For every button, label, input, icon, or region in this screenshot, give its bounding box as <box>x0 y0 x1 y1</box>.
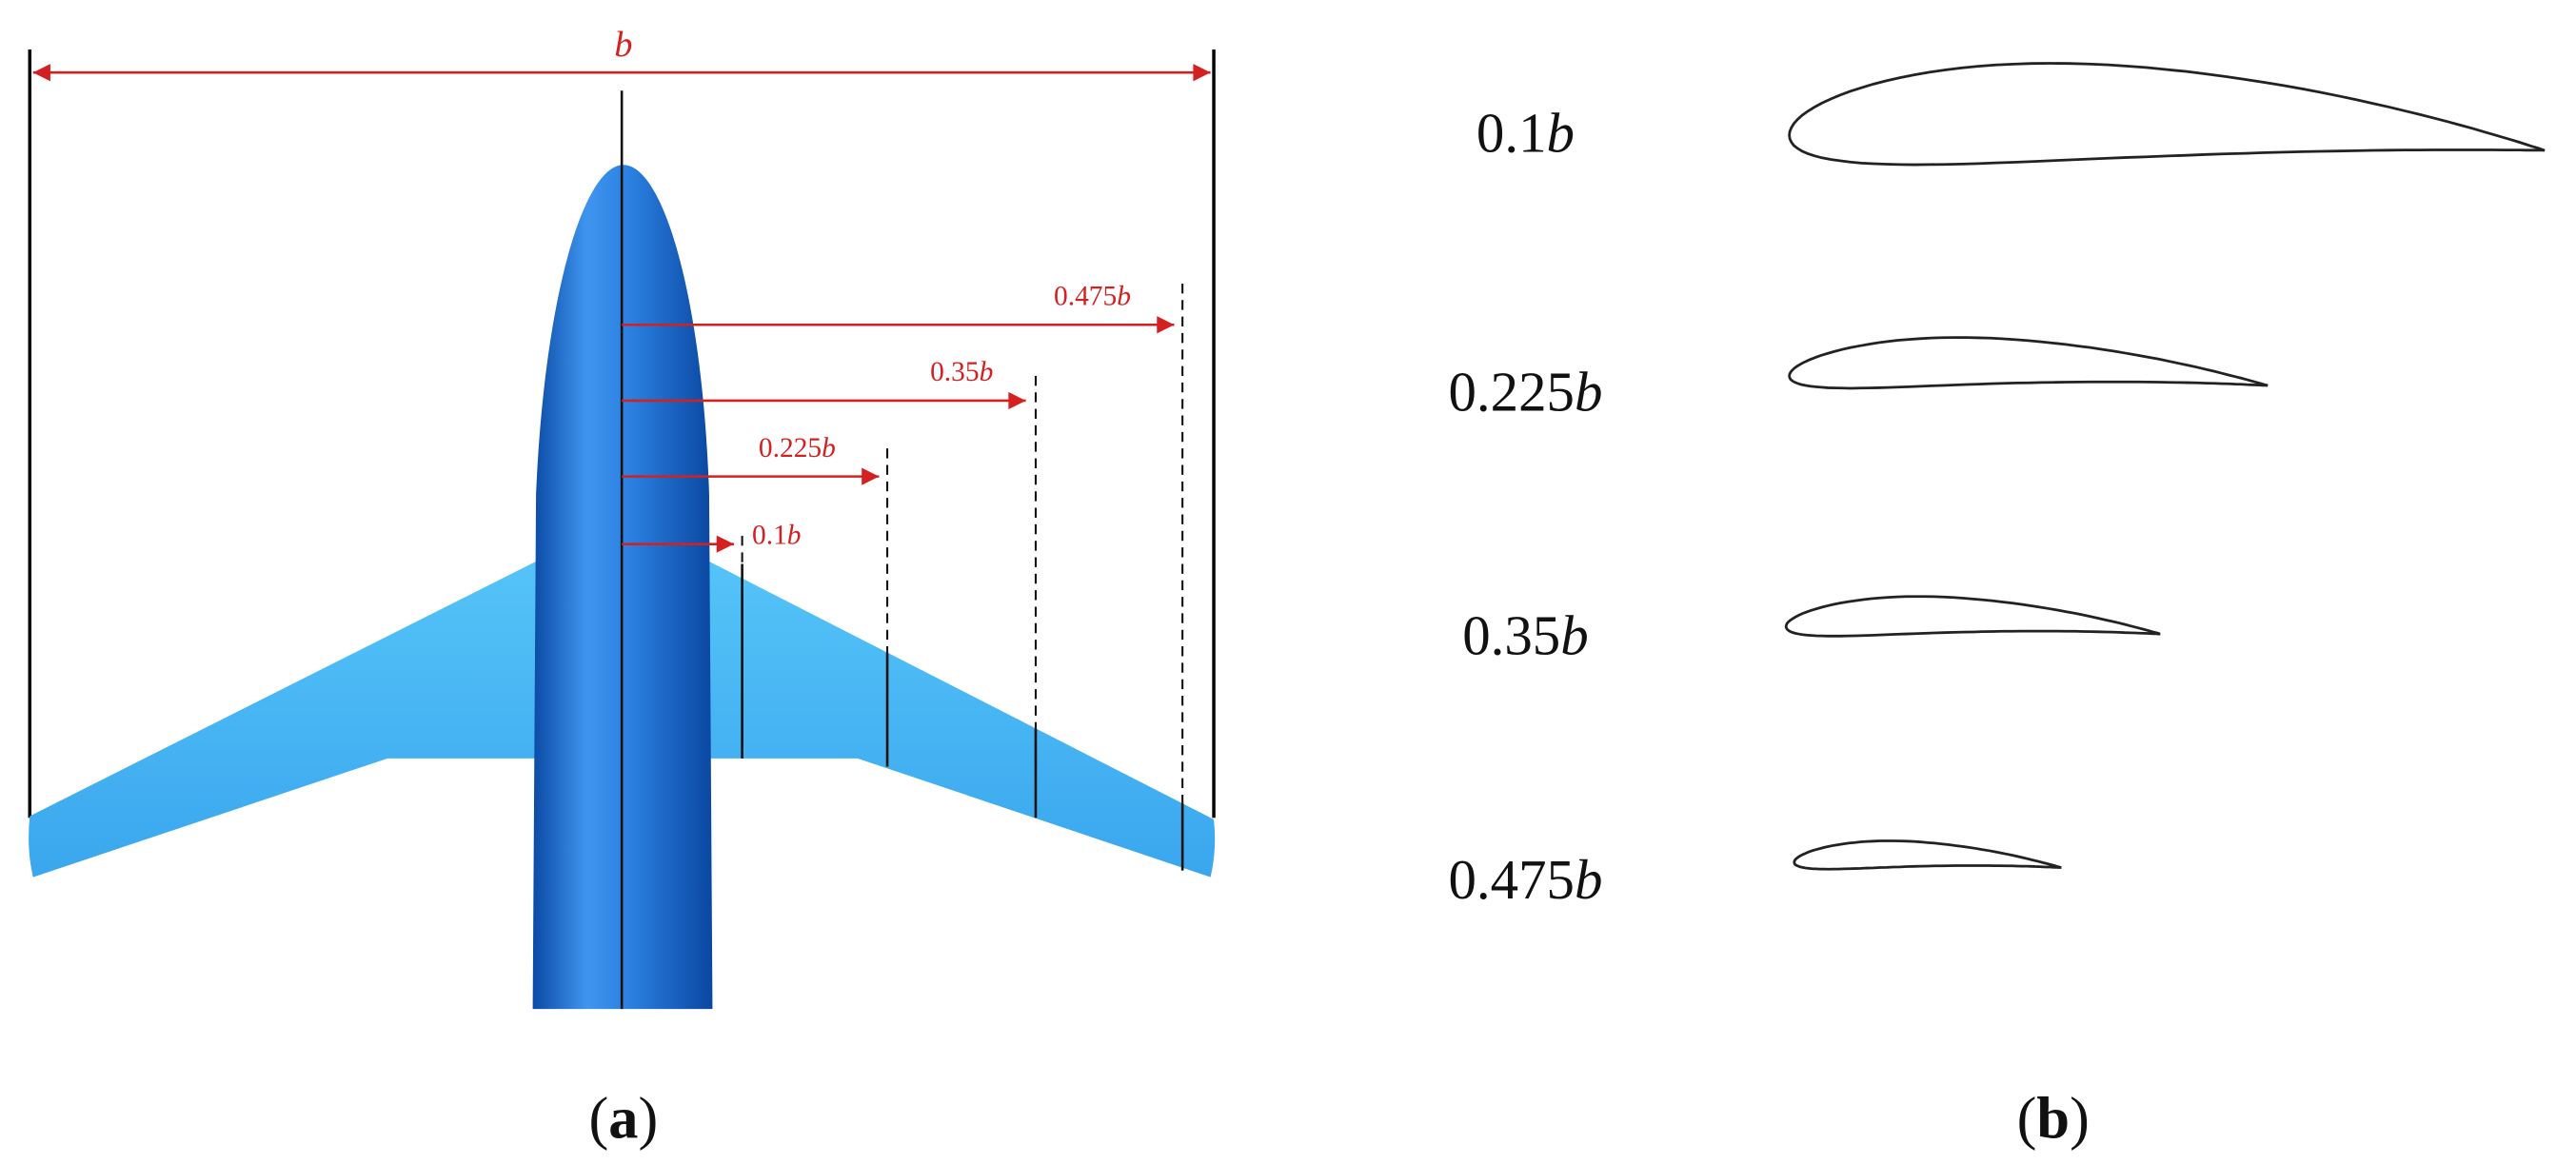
section-label: 0.225b <box>1448 361 1602 423</box>
station-label: 0.1b <box>752 521 802 551</box>
section-label: 0.1b <box>1476 102 1575 164</box>
caption: (a) <box>589 1085 659 1151</box>
station-label: 0.35b <box>930 357 993 387</box>
airfoil <box>1788 62 2546 167</box>
airfoil <box>1784 595 2161 638</box>
caption: (b) <box>2017 1085 2090 1151</box>
section-label: 0.475b <box>1448 849 1602 911</box>
right-wing <box>701 557 1216 878</box>
aircraft-panel: b 0.1b 0.225b 0.35b 0.475b (a) <box>28 25 1216 1151</box>
section-cuts <box>741 563 1184 871</box>
dashed-guides <box>741 283 1184 803</box>
left-wing <box>29 557 545 878</box>
station-arrows <box>622 316 1175 553</box>
section-label: 0.35b <box>1462 605 1588 667</box>
airfoil <box>1788 336 2269 390</box>
airfoil <box>1793 839 2062 871</box>
station-label: 0.225b <box>759 433 836 464</box>
airfoil-panel: 0.1b 0.225b 0.35b 0.475b (b) <box>1448 62 2546 1151</box>
station-label: 0.475b <box>1054 281 1131 311</box>
span-label: b <box>614 25 632 65</box>
